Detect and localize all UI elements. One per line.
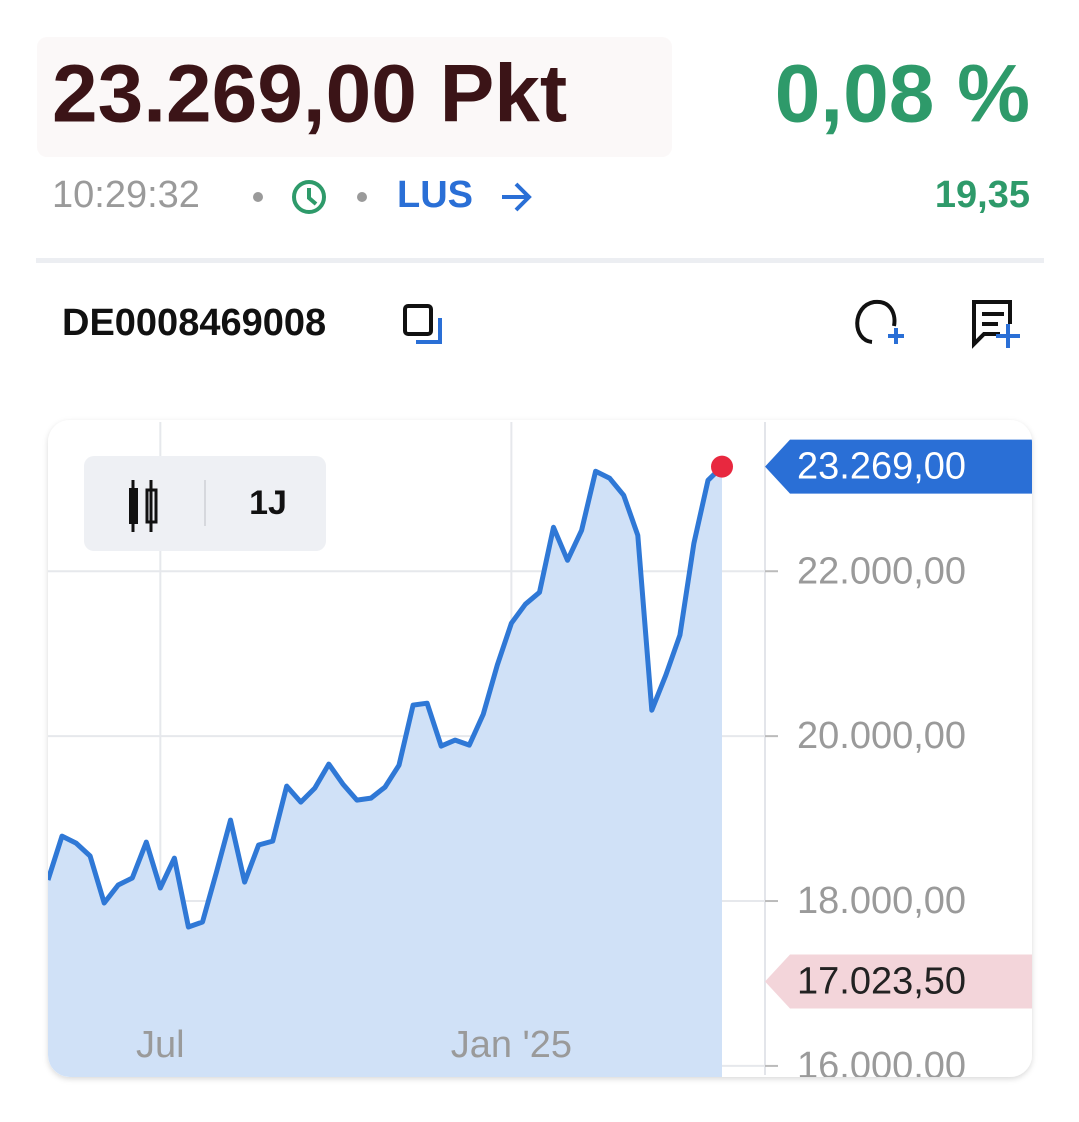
price-badge — [765, 439, 1032, 494]
change-pct: 0,08 % — [775, 49, 1030, 140]
price: 23.269,00 Pkt — [52, 49, 567, 140]
candle-icon[interactable] — [129, 480, 158, 532]
x-tick-label: Jan '25 — [451, 1024, 572, 1066]
price-badge — [765, 954, 1032, 1009]
chart: 16.000,00 18.000,00 20.000,00 22.000,00 Jul J… — [48, 422, 1032, 1087]
x-tick-label: Jul — [136, 1024, 185, 1066]
clock-icon — [292, 180, 326, 214]
alert-add-icon[interactable] — [855, 299, 904, 344]
y-tick-label: 16.000,00 — [797, 1045, 966, 1087]
area — [48, 466, 722, 1077]
line — [48, 464, 724, 930]
period-button[interactable]: 1J — [249, 484, 287, 522]
separator — [204, 480, 206, 526]
isin: DE0008469008 — [62, 302, 326, 344]
dot — [253, 192, 263, 202]
divider — [36, 258, 1044, 263]
price-box — [37, 37, 672, 157]
y-tick-label: 20.000,00 — [797, 715, 966, 757]
last-point — [711, 455, 733, 478]
arrow-icon — [502, 182, 532, 212]
change-abs: 19,35 — [935, 174, 1030, 216]
exchange-link[interactable]: LUS — [397, 174, 473, 216]
note-add-icon[interactable] — [972, 300, 1020, 349]
y-tick-label: 18.000,00 — [797, 880, 966, 922]
price-badge-label: 23.269,00 — [797, 446, 966, 488]
dot — [357, 192, 367, 202]
price-badge-label: 17.023,50 — [797, 961, 966, 1003]
y-tick-label: 22.000,00 — [797, 550, 966, 592]
copy-icon[interactable] — [403, 304, 442, 344]
time: 10:29:32 — [52, 174, 200, 216]
